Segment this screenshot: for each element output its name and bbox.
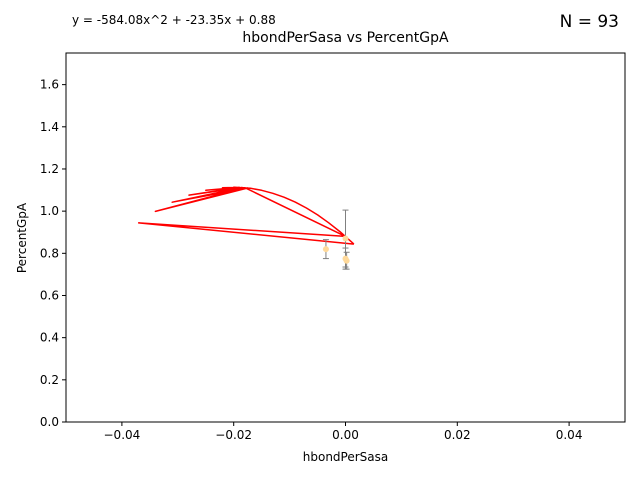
x-tick-label: −0.04: [104, 428, 141, 442]
y-tick-label: 0.4: [40, 331, 59, 345]
y-tick-label: 1.0: [40, 204, 59, 218]
x-tick-label: 0.00: [332, 428, 359, 442]
y-axis-label: PercentGpA: [15, 202, 29, 274]
sample-count: N = 93: [559, 12, 619, 32]
data-point-1: [342, 235, 349, 242]
y-tick-label: 0.0: [40, 415, 59, 429]
data-point-0: [322, 246, 329, 253]
y-tick-label: 0.2: [40, 373, 59, 387]
fit-equation: y = -584.08x^2 + -23.35x + 0.88: [72, 13, 276, 27]
y-tick-label: 1.6: [40, 78, 59, 92]
y-tick-label: 1.4: [40, 120, 59, 134]
points-layer: [322, 235, 350, 264]
y-tick-label: 0.6: [40, 288, 59, 302]
data-point-3: [343, 257, 350, 264]
chart-title: hbondPerSasa vs PercentGpA: [242, 30, 449, 46]
y-tick-label: 0.8: [40, 246, 59, 260]
fit-curve-layer: [137, 186, 355, 245]
y-axis-ticks: 0.0 0.2 0.4 0.6 0.8 1.0 1.2 1.4 1.6: [40, 78, 66, 429]
x-tick-label: 0.04: [556, 428, 583, 442]
x-axis-ticks: −0.04 −0.02 0.00 0.02 0.04: [104, 422, 583, 442]
x-axis-label: hbondPerSasa: [302, 450, 389, 464]
x-tick-label: 0.02: [444, 428, 471, 442]
y-tick-label: 1.2: [40, 162, 59, 176]
fit-curve: [137, 186, 355, 245]
x-tick-label: −0.02: [215, 428, 252, 442]
